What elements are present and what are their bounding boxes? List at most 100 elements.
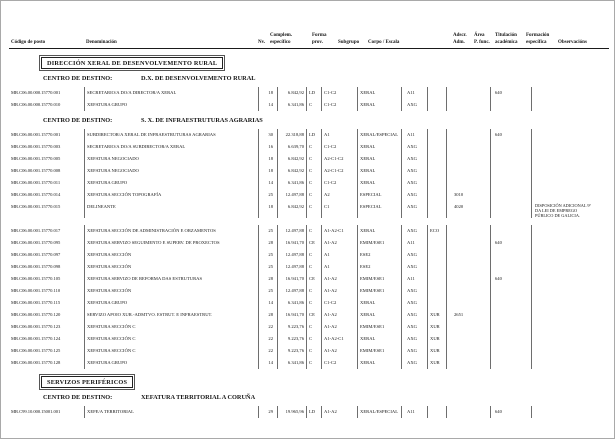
cell-nv: 14 (258, 99, 277, 111)
cell-nv: 25 (258, 284, 277, 297)
cell-corpo: XERAL (357, 177, 401, 189)
cell-especifico: 6.341,86 (277, 99, 306, 111)
section-box-title: SERVIZOS PERIFÉRICOS (38, 373, 136, 390)
cell-corpo: ESE2 (357, 260, 401, 273)
centro-value: D.X. DE DESENVOLVEMENTO RURAL (141, 75, 256, 82)
cell-nv: 29 (258, 405, 277, 418)
centro-de-destino: CENTRO DE DESTINO: D.X. DE DESENVOLVEMENT… (9, 75, 610, 84)
cell-formacion: 640 (490, 405, 531, 418)
cell-adscr: AXG (401, 332, 427, 345)
cell-denominacion: XEFATURA SECCIÓN DE ADMINISTRACIÓN E ORZ… (84, 224, 258, 237)
cell-denominacion: SUBDIRECTOR/A XERAL DE INFRAESTRUTURAS A… (84, 129, 258, 141)
cell-area (427, 99, 446, 111)
col-header-area: Área (474, 33, 485, 38)
col-header-titulacion: Titulación (495, 33, 517, 38)
cell-especifico: 6.842,92 (277, 165, 306, 177)
cell-forma: C (306, 320, 321, 333)
cell-forma: C (306, 99, 321, 111)
cell-subgrupo: A1-A2-C1 (321, 332, 357, 345)
cell-observacions (531, 224, 609, 237)
table-row: MR.C06.00.001.15770.095 XEFATURA SERVIZO … (9, 236, 610, 249)
cell-observacions (531, 260, 609, 273)
cell-forma: C (306, 332, 321, 345)
table-row: MR.C06.00.001.15770.125 XEFATURA SECCIÓN … (9, 344, 610, 357)
table-row: MR.C06.00.001.15770.008 XEFATURA NEGOCIAD… (9, 165, 610, 177)
cell-codigo: MR.C06.00.001.15770.110 (11, 287, 61, 293)
cell-adscr: AXG (401, 344, 427, 357)
cell-forma: C (306, 344, 321, 357)
cell-observacions (531, 141, 609, 153)
cell-nv: 18 (258, 201, 277, 218)
cell-codigo: MR.C06.00.001.15770.098 (11, 263, 61, 269)
col-header-titulacion-acad: académica (495, 40, 518, 45)
centro-label: CENTRO DE DESTINO: (43, 75, 113, 82)
cell-denominacion: XEFATURA GRUPO (84, 99, 258, 111)
cell-formacion (490, 99, 531, 111)
cell-formacion (490, 356, 531, 369)
table-row: MR.C06.00.001.15770.015 DELINEANTE 18 6.842… (9, 201, 610, 218)
cell-observacions (531, 272, 609, 285)
cell-area: XUR (427, 308, 446, 321)
cell-titulacion (446, 272, 490, 285)
cell-subgrupo: A1 (321, 260, 357, 273)
cell-especifico: 12.497,88 (277, 248, 306, 261)
cell-formacion (490, 320, 531, 333)
cell-subgrupo: C1-C2 (321, 296, 357, 309)
cell-observacions (531, 332, 609, 345)
cell-especifico: 9.223,76 (277, 332, 306, 345)
centro-de-destino: CENTRO DE DESTINO: S. X. DE INFRAESTRUTUR… (9, 117, 610, 126)
cell-titulacion (446, 177, 490, 189)
cell-codigo: MR.C06.00.001.15770.105 (11, 275, 61, 281)
cell-adscr: A11 (401, 272, 427, 285)
cell-adscr: A11 (401, 236, 427, 249)
cell-subgrupo: A1 (321, 248, 357, 261)
cell-codigo: MR.C06.00.001.15770.123 (11, 323, 61, 329)
table-row: MR.C06.00.001.15770.001 SUBDIRECTOR/A XER… (9, 129, 610, 141)
cell-nv: 14 (258, 177, 277, 189)
cell-adscr: AXG (401, 153, 427, 165)
cell-especifico: 9.223,76 (277, 344, 306, 357)
cell-adscr: AXG (401, 308, 427, 321)
cell-formacion: 640 (490, 87, 531, 99)
cell-area: XUR (427, 356, 446, 369)
cell-nv: 22 (258, 332, 277, 345)
col-header-corpo-escala: Corpo / Escala (368, 40, 400, 45)
cell-nv: 25 (258, 224, 277, 237)
cell-forma: CE (306, 236, 321, 249)
cell-codigo: MR.C06.00.001.15770.120 (11, 311, 61, 317)
cell-corpo: XERAL/ESPECIAL (357, 129, 401, 141)
cell-denominacion: XEFATURA SECCIÓN C (84, 332, 258, 345)
cell-forma: CE (306, 308, 321, 321)
cell-subgrupo: A2-C1-C2 (321, 165, 357, 177)
cell-codigo: MR.C06.00.001.15770.097 (11, 251, 61, 257)
cell-titulacion (446, 320, 490, 333)
cell-denominacion: XEFATURA SECCIÓN C (84, 344, 258, 357)
col-header-forma-prov: prov. (312, 40, 323, 45)
cell-nv: 25 (258, 260, 277, 273)
cell-denominacion: XEFATURA SECCIÓN (84, 260, 258, 273)
cell-codigo: MR.C06.00.001.15770.001 (11, 132, 61, 137)
table-row: MR.C06.00.001.15770.115 XEFATURA GRUPO 14 6… (9, 296, 610, 309)
cell-codigo: MR.C06.00.001.15770.008 (11, 168, 61, 173)
cell-adscr: AXG (401, 165, 427, 177)
cell-area: XUR (427, 344, 446, 357)
table-row: MR.C06.00.001.15770.097 XEFATURA SECCIÓN 2… (9, 248, 610, 261)
cell-subgrupo: A1 (321, 129, 357, 141)
centro-value: XEFATURA TERRITORIAL A CORUÑA (141, 393, 256, 401)
cell-observacions (531, 236, 609, 249)
cell-forma: C (306, 296, 321, 309)
cell-titulacion: 3010 (446, 189, 490, 201)
cell-titulacion: 2651 (446, 308, 490, 321)
cell-formacion (490, 260, 531, 273)
cell-area: XUR (427, 332, 446, 345)
cell-corpo: EMIM/ESE1 (357, 320, 401, 333)
cell-adscr: AXG (401, 99, 427, 111)
cell-titulacion (446, 284, 490, 297)
cell-denominacion: XEFATURA SECCIÓN (84, 248, 258, 261)
cell-area (427, 284, 446, 297)
col-header-observacions: Observacións (558, 40, 587, 45)
cell-forma: C (306, 260, 321, 273)
cell-codigo: MR.C06.00.001.15770.115 (11, 299, 61, 305)
rows-group: MR.C06.00.001.15770.001 SUBDIRECTOR/A XER… (9, 129, 610, 369)
cell-adscr: AXG (401, 320, 427, 333)
